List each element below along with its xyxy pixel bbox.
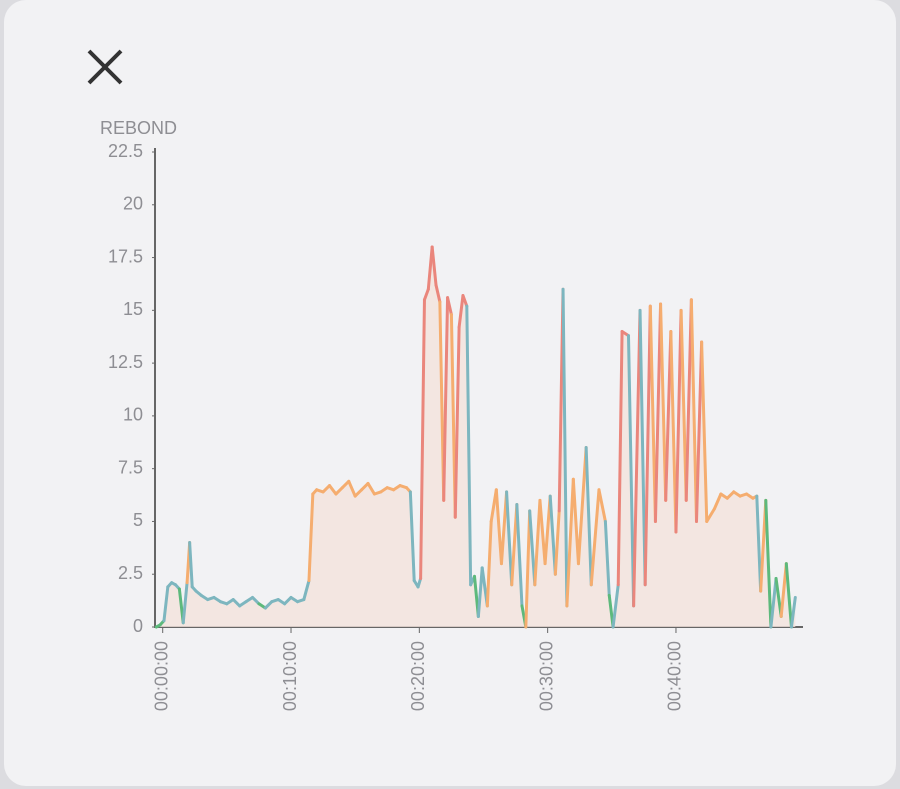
line-segment — [664, 329, 673, 502]
line-segment — [231, 598, 242, 608]
line-segment — [669, 329, 678, 534]
line-segment — [779, 562, 788, 618]
line-segment — [453, 325, 461, 519]
line-segment — [347, 479, 357, 498]
line-segment — [499, 490, 509, 566]
line-segment — [659, 302, 668, 502]
line-segment — [328, 484, 338, 496]
line-segment — [597, 488, 607, 523]
line-segment — [446, 296, 453, 317]
line-segment — [430, 245, 438, 287]
line-segment — [548, 494, 557, 576]
x-tick-label: 00:30:00 — [536, 641, 556, 711]
line-segment — [576, 446, 588, 566]
line-segment — [465, 304, 473, 587]
y-tick-label: 12.5 — [108, 352, 143, 372]
line-segment — [689, 298, 698, 523]
line-segment — [603, 519, 611, 597]
line-segment — [674, 308, 683, 534]
line-segment — [307, 492, 315, 583]
line-segment — [538, 498, 547, 566]
line-segment — [353, 488, 364, 498]
line-segment — [565, 477, 575, 608]
line-segment — [755, 494, 763, 593]
line-segment — [162, 585, 170, 623]
line-segment — [638, 308, 647, 587]
line-segment — [524, 509, 532, 629]
line-segment — [712, 492, 723, 511]
line-segment — [694, 340, 704, 523]
line-segment — [528, 509, 537, 587]
line-segment — [769, 576, 778, 629]
line-segment — [515, 503, 524, 608]
line-segment — [408, 490, 416, 583]
line-segment — [543, 494, 552, 566]
line-segment — [653, 302, 663, 523]
line-segment — [434, 283, 442, 304]
y-tick-label: 2.5 — [118, 563, 143, 583]
line-segment — [181, 581, 189, 625]
line-segment — [705, 507, 716, 523]
line-segment — [764, 498, 773, 629]
line-segment — [494, 488, 503, 566]
line-segment — [700, 340, 709, 523]
line-segment — [366, 481, 376, 496]
line-segment — [643, 304, 652, 587]
line-segment — [632, 308, 642, 608]
y-tick-label: 22.5 — [108, 141, 143, 161]
line-segment — [251, 595, 261, 606]
line-segment — [263, 600, 274, 610]
line-segment — [505, 490, 514, 587]
y-tick-label: 20 — [123, 194, 143, 214]
y-axis-title: REBOND — [100, 118, 177, 138]
line-segment — [616, 329, 624, 587]
y-tick-label: 10 — [123, 405, 143, 425]
x-tick-label: 00:00:00 — [151, 641, 171, 711]
line-segment — [725, 490, 736, 500]
y-tick-label: 17.5 — [108, 246, 143, 266]
line-segment — [571, 477, 580, 566]
y-tick-label: 15 — [123, 299, 143, 319]
line-segment — [611, 583, 620, 629]
line-segment — [419, 298, 426, 580]
line-segment — [648, 304, 657, 523]
line-segment — [283, 595, 293, 606]
x-tick-label: 00:10:00 — [280, 641, 300, 711]
line-segment — [684, 298, 693, 502]
line-segment — [510, 503, 519, 587]
line-segment — [589, 488, 601, 587]
line-segment — [553, 509, 561, 576]
line-segment — [679, 308, 688, 502]
line-segment — [461, 294, 469, 308]
line-segment — [485, 519, 493, 608]
x-tick-label: 00:40:00 — [665, 641, 685, 711]
line-segment — [789, 595, 797, 629]
line-segment — [584, 446, 593, 587]
line-segment — [422, 287, 430, 302]
y-tick-label: 5 — [133, 510, 143, 530]
line-segment — [188, 541, 194, 589]
line-segment — [302, 579, 311, 602]
y-tick-label: 0 — [133, 616, 143, 636]
line-segment — [533, 498, 542, 587]
line-segment — [334, 486, 344, 496]
close-button[interactable] — [87, 49, 123, 85]
line-segment — [561, 287, 569, 608]
line-segment — [457, 294, 465, 329]
x-tick-label: 00:20:00 — [408, 641, 428, 711]
line-segment — [442, 296, 450, 502]
y-tick-label: 7.5 — [118, 457, 143, 477]
line-segment — [476, 566, 484, 618]
close-icon[interactable] — [87, 49, 123, 85]
line-segment — [784, 562, 793, 629]
line-segment — [626, 334, 636, 608]
